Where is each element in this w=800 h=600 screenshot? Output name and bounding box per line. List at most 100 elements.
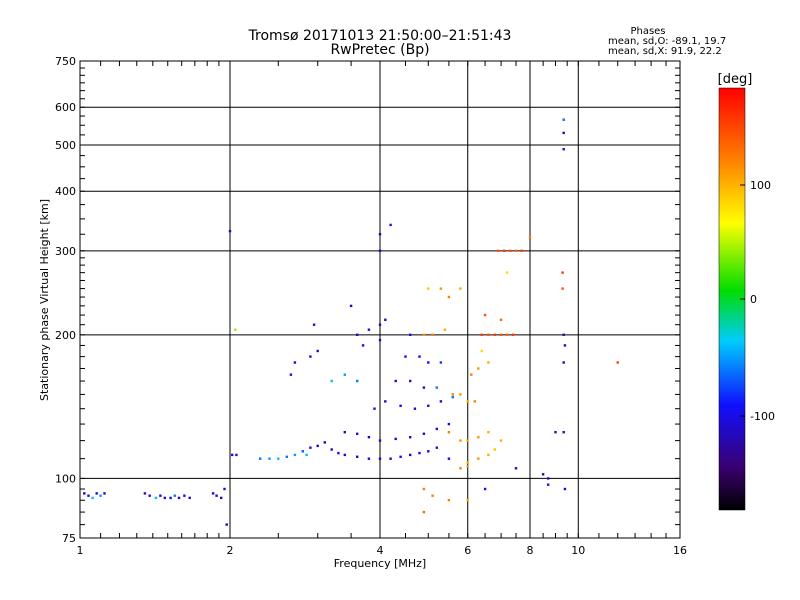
echo-point: [466, 461, 469, 464]
stats-o-mode: mean, sd,O: -89.1, 19.7: [608, 36, 726, 47]
y-tick-label: 200: [55, 329, 76, 342]
echo-point: [285, 455, 288, 458]
y-axis-label: Stationary phase Virtual Height [km]: [38, 199, 51, 401]
echo-point: [316, 349, 319, 353]
echo-point: [499, 333, 503, 336]
echo-point: [367, 328, 371, 331]
echo-point: [466, 499, 469, 502]
echo-point: [562, 431, 565, 434]
x-tick-label: 4: [377, 544, 384, 557]
echo-point: [356, 455, 359, 458]
echo-point: [259, 457, 262, 460]
colorbar-label-minus100: -100: [750, 410, 775, 423]
echo-point: [470, 373, 473, 376]
echo-point: [349, 304, 353, 308]
echo-point: [228, 229, 232, 233]
echo-point: [183, 494, 186, 497]
stats-title: Phases: [630, 26, 665, 37]
echo-point: [506, 333, 509, 336]
x-tick-label: 2: [227, 544, 234, 557]
echo-point: [459, 439, 462, 442]
echo-point: [343, 431, 346, 434]
echo-point: [435, 427, 438, 431]
echo-point: [514, 467, 518, 470]
echo-point: [520, 249, 523, 252]
echo-point: [431, 333, 434, 336]
echo-points: [83, 118, 619, 526]
echo-point: [422, 487, 426, 491]
y-tick-label: 600: [55, 101, 76, 114]
echo-point: [562, 333, 565, 336]
echo-point: [378, 439, 382, 442]
echo-point: [154, 496, 158, 500]
x-tick-label: 10: [571, 544, 585, 557]
echo-point: [562, 361, 565, 364]
echo-point: [499, 439, 503, 442]
echo-point: [487, 361, 490, 364]
echo-point: [163, 496, 166, 500]
echo-point: [547, 477, 550, 480]
echo-point: [561, 287, 564, 290]
echo-point: [409, 453, 412, 457]
echo-point: [330, 448, 333, 451]
echo-point: [459, 287, 462, 290]
echo-point: [427, 361, 430, 364]
echo-point: [435, 386, 438, 389]
grid-lines: [80, 61, 680, 538]
echo-point: [459, 393, 462, 396]
echo-point: [483, 487, 487, 491]
echo-point: [447, 499, 451, 502]
echo-point: [234, 328, 237, 331]
x-axis-label: Frequency [MHz]: [334, 557, 426, 570]
echo-point: [378, 323, 382, 326]
colorbar-unit: [deg]: [718, 72, 753, 87]
echo-point: [173, 494, 176, 497]
echo-point: [225, 523, 228, 526]
echo-point: [367, 436, 371, 439]
echo-point: [499, 318, 503, 321]
echo-point: [159, 494, 162, 497]
echo-point: [528, 236, 532, 239]
echo-point: [477, 457, 480, 460]
echo-point: [439, 287, 443, 290]
echo-point: [394, 437, 397, 441]
colorbar-label-0: 0: [750, 293, 757, 306]
y-tick-label: 400: [55, 185, 76, 198]
echo-point: [427, 287, 430, 290]
echo-point: [409, 333, 412, 336]
echo-point: [95, 492, 98, 495]
echo-point: [103, 492, 106, 495]
echo-point: [439, 400, 443, 403]
echo-point: [503, 249, 506, 252]
echo-point: [373, 407, 376, 410]
echo-point: [514, 249, 518, 252]
echo-point: [305, 453, 308, 457]
echo-point: [301, 450, 304, 453]
echo-point: [459, 467, 462, 470]
echo-point: [483, 313, 487, 317]
colorbar-tick-100: 100: [740, 179, 771, 192]
chart-title: Tromsø 20171013 21:50:00–21:51:43: [248, 28, 512, 44]
echo-point: [562, 131, 565, 135]
echo-point: [91, 496, 94, 500]
echo-point: [418, 355, 421, 358]
colorbar-tick-0: 0: [740, 293, 757, 306]
echo-point: [422, 510, 426, 514]
echo-point: [487, 431, 490, 434]
echo-point: [143, 492, 147, 495]
echo-point: [83, 492, 86, 495]
echo-point: [312, 323, 316, 326]
echo-point: [451, 396, 454, 399]
echo-point: [169, 496, 172, 500]
echo-point: [87, 494, 90, 497]
echo-point: [447, 457, 451, 460]
echo-point: [561, 271, 564, 274]
y-tick-label: 75: [62, 532, 76, 545]
echo-point: [389, 457, 392, 460]
echo-point: [554, 431, 557, 434]
echo-point: [562, 148, 565, 151]
echo-point: [188, 496, 191, 500]
chart-subtitle: RwPretec (Bp): [330, 42, 429, 58]
echo-point: [389, 223, 392, 227]
